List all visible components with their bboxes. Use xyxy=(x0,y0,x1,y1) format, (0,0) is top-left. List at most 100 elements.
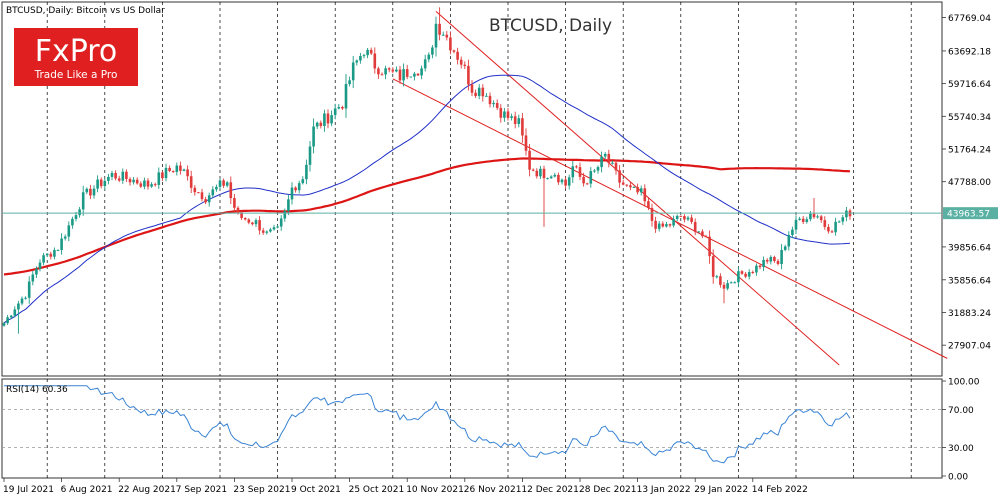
candle xyxy=(668,223,672,228)
candle xyxy=(135,177,139,185)
candle-body xyxy=(161,172,164,179)
candle-body xyxy=(639,188,643,193)
candle xyxy=(189,170,193,194)
candle-body xyxy=(589,171,593,184)
candle xyxy=(499,104,503,123)
price-tick-label: 59716.64 xyxy=(948,80,991,90)
rsi-tick-label: 0.00 xyxy=(948,473,968,483)
candle xyxy=(503,108,506,122)
current-price-label: 43963.57 xyxy=(947,210,990,220)
candle-body xyxy=(157,172,161,185)
candle-body xyxy=(416,73,420,76)
candle xyxy=(492,100,495,108)
candle xyxy=(351,55,355,89)
candle-body xyxy=(445,34,449,38)
candle xyxy=(488,92,492,108)
candle xyxy=(233,194,236,213)
candle-body xyxy=(467,65,470,85)
candle-body xyxy=(218,180,222,187)
candle xyxy=(42,252,45,266)
candle-body xyxy=(816,216,819,218)
candle-body xyxy=(611,162,614,164)
time-tick-label: 6 Aug 2021 xyxy=(61,485,113,495)
candle xyxy=(834,217,837,236)
current-price-badge xyxy=(943,207,998,220)
rsi-axis: 100.00 70.00 30.00 0.00 xyxy=(942,378,980,483)
candle xyxy=(740,270,744,275)
time-axis: 19 Jul 2021 6 Aug 2021 22 Aug 2021 7 Sep 20… xyxy=(3,478,808,495)
time-tick-label: 29 Jan 2022 xyxy=(694,485,748,495)
candle xyxy=(387,67,391,73)
candle-body xyxy=(513,116,517,124)
candle xyxy=(107,173,110,185)
candle xyxy=(17,300,20,334)
candle xyxy=(416,73,420,77)
candle xyxy=(308,141,312,172)
candle-body xyxy=(449,37,452,51)
candle-body xyxy=(629,185,632,188)
candle-body xyxy=(542,168,546,179)
candle-body xyxy=(236,207,240,213)
candle-body xyxy=(71,218,74,226)
candle-body xyxy=(625,184,629,186)
candle xyxy=(395,66,398,73)
candle xyxy=(639,185,643,196)
candle xyxy=(614,159,618,175)
candle xyxy=(207,192,211,207)
candle-body xyxy=(567,177,571,186)
candle-body xyxy=(809,213,812,220)
candle xyxy=(362,53,366,59)
candle xyxy=(182,168,186,172)
candle-body xyxy=(200,192,204,200)
candle-body xyxy=(773,256,776,261)
candle xyxy=(63,234,67,241)
time-tick-label: 7 Sep 2021 xyxy=(176,485,227,495)
candle-body xyxy=(704,236,708,238)
candle xyxy=(585,182,589,185)
candle xyxy=(539,165,542,179)
candle-body xyxy=(312,126,315,147)
candle xyxy=(67,221,71,242)
candle xyxy=(297,180,301,194)
candle-body xyxy=(153,184,157,186)
candle xyxy=(420,65,423,80)
candle-body xyxy=(708,236,711,257)
candle-body xyxy=(463,64,467,66)
candle xyxy=(571,160,575,183)
candle-body xyxy=(6,317,9,324)
candle xyxy=(81,185,85,216)
candle xyxy=(762,256,765,272)
candle xyxy=(755,263,758,276)
candle xyxy=(661,221,665,228)
candle xyxy=(812,198,816,219)
candle xyxy=(348,76,351,87)
candle xyxy=(402,63,405,87)
candle-body xyxy=(359,56,362,61)
candle xyxy=(445,31,449,41)
candle xyxy=(841,214,845,225)
candle-body xyxy=(657,223,661,229)
candle xyxy=(323,109,326,132)
candle xyxy=(24,296,27,300)
candle-body xyxy=(405,69,409,77)
candle-body xyxy=(301,179,305,184)
candle-body xyxy=(575,166,578,168)
candle xyxy=(269,227,272,233)
candle xyxy=(20,296,24,306)
candle xyxy=(830,229,834,234)
candle xyxy=(459,56,463,69)
candle-body xyxy=(308,146,312,165)
candle-body xyxy=(366,49,369,56)
candle xyxy=(456,47,459,65)
candle-body xyxy=(531,169,535,171)
candle-body xyxy=(643,188,647,202)
candle xyxy=(582,172,585,187)
candle-body xyxy=(697,231,701,233)
candle xyxy=(553,172,557,178)
candle xyxy=(675,214,679,222)
candle xyxy=(557,172,560,185)
candle-body xyxy=(56,249,60,251)
candle xyxy=(380,72,384,76)
candle-body xyxy=(495,102,499,108)
